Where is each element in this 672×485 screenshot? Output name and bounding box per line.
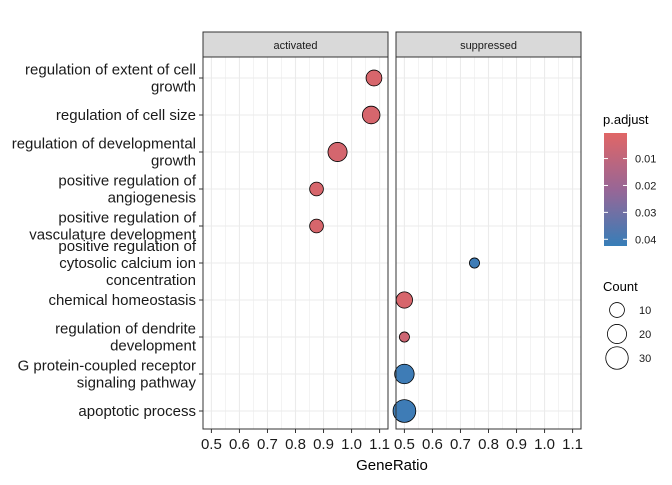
- data-point: [327, 142, 348, 162]
- size-legend-label: 10: [639, 305, 651, 317]
- facet-panel-activated: activated 0.5 0.6 0.7 0.8 0.9 1.0 1.1: [201, 31, 390, 453]
- color-legend-title: p.adjust: [603, 112, 649, 127]
- facet-strip-label: activated: [273, 40, 317, 52]
- data-point: [309, 218, 324, 234]
- y-category-label: positive regulation of: [58, 238, 196, 255]
- x-tick-label: 1.0: [534, 436, 555, 453]
- y-category-label: vasculature development: [29, 227, 197, 244]
- color-bar: [604, 133, 627, 246]
- data-point: [398, 331, 410, 343]
- y-category-label: positive regulation of: [58, 173, 196, 190]
- x-tick-label: 0.6: [422, 436, 443, 453]
- size-legend-label: 20: [639, 329, 651, 341]
- facet-panel-suppressed: suppressed 0.5 0.6 0.7 0.8 0.9 1.0 1.1: [392, 31, 583, 453]
- data-point: [395, 291, 413, 309]
- y-category-label: growth: [151, 79, 196, 96]
- y-category-label: apoptotic process: [78, 403, 196, 420]
- size-legend-title: Count: [603, 279, 638, 294]
- y-category-label: growth: [151, 153, 196, 170]
- y-category-label: positive regulation of: [58, 210, 196, 227]
- size-legend-key: [607, 324, 627, 344]
- x-tick-label: 0.9: [313, 436, 334, 453]
- y-category-label: regulation of developmental: [12, 136, 196, 153]
- y-category-label: angiogenesis: [108, 190, 196, 207]
- facet-strip-label: suppressed: [460, 40, 517, 52]
- x-tick-label: 0.6: [229, 436, 250, 453]
- x-tick-label: 1.1: [562, 436, 583, 453]
- data-point: [361, 105, 381, 125]
- y-category-label: cytosolic calcium ion: [59, 255, 196, 272]
- color-legend-label: 0.04: [635, 234, 656, 246]
- size-legend-label: 30: [639, 353, 651, 365]
- y-category-label: G protein-coupled receptor: [18, 358, 196, 375]
- data-point: [394, 363, 415, 385]
- y-axis: regulation of extent of cellgrowthregula…: [12, 62, 203, 420]
- x-tick-label: 0.8: [478, 436, 499, 453]
- color-legend-label: 0.03: [635, 207, 656, 219]
- y-category-label: development: [110, 338, 197, 355]
- data-point: [392, 399, 417, 423]
- x-tick-label: 1.0: [341, 436, 362, 453]
- x-tick-label: 1.1: [369, 436, 390, 453]
- facet-strip: [395, 31, 582, 58]
- x-tick-label: 0.5: [394, 436, 415, 453]
- y-category-label: regulation of extent of cell: [25, 62, 196, 79]
- x-axis-title: GeneRatio: [356, 457, 428, 474]
- size-legend-key: [605, 346, 629, 370]
- color-legend-label: 0.01: [635, 154, 656, 166]
- data-point: [309, 181, 324, 197]
- x-tick-label: 0.7: [450, 436, 471, 453]
- y-category-label: signaling pathway: [77, 375, 197, 392]
- color-legend: p.adjust 0.01 0.02 0.03 0.04: [603, 112, 656, 246]
- y-category-label: chemical homeostasis: [48, 292, 196, 309]
- size-legend-key: [609, 302, 625, 318]
- x-tick-label: 0.5: [201, 436, 222, 453]
- data-point: [365, 69, 383, 87]
- y-category-label: regulation of dendrite: [55, 321, 196, 338]
- color-legend-label: 0.02: [635, 180, 656, 192]
- y-category-label: concentration: [106, 272, 196, 289]
- y-category-label: regulation of cell size: [56, 107, 196, 124]
- x-tick-label: 0.7: [257, 436, 278, 453]
- data-point: [469, 257, 480, 269]
- x-tick-label: 0.8: [285, 436, 306, 453]
- x-tick-label: 0.9: [506, 436, 527, 453]
